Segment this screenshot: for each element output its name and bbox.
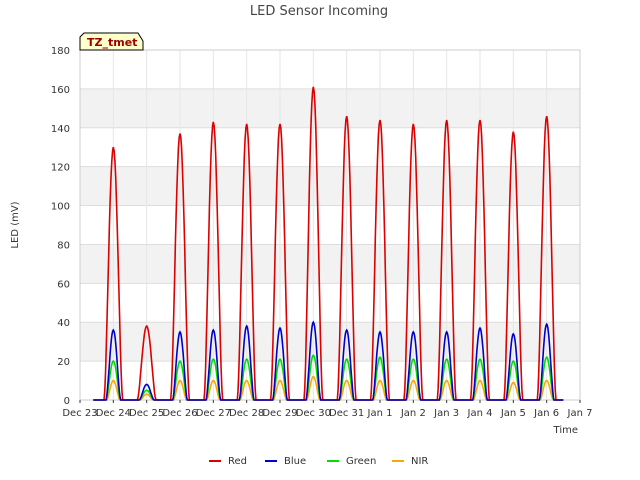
x-tick-label: Dec 30 — [296, 408, 331, 419]
y-axis-ticks: 0 20 40 60 80 100 120 140 160 180 — [51, 46, 70, 407]
x-tick-label: Dec 25 — [129, 408, 164, 419]
series-lines — [93, 86, 564, 401]
y-tick-label: 40 — [57, 318, 70, 329]
legend-label-red: Red — [228, 456, 247, 467]
tz-badge-label: TZ_tmet — [87, 36, 137, 49]
legend: Red Blue Green NIR — [209, 456, 428, 467]
legend-label-blue: Blue — [284, 456, 306, 467]
x-tick-label: Dec 28 — [229, 408, 264, 419]
x-tick-label: Jan 2 — [400, 408, 426, 419]
y-tick-label: 0 — [64, 396, 70, 407]
x-tick-label: Dec 31 — [329, 408, 364, 419]
chart-title: LED Sensor Incoming — [250, 4, 388, 19]
y-tick-label: 180 — [51, 46, 70, 57]
legend-label-green: Green — [346, 456, 376, 467]
grid-band — [80, 166, 580, 206]
grid-bands — [80, 50, 580, 400]
grid-lines — [79, 49, 581, 401]
grid-band — [80, 88, 580, 128]
x-tick-label: Dec 27 — [196, 408, 231, 419]
tz-badge: TZ_tmet — [79, 32, 144, 51]
x-tick-label: Jan 3 — [433, 408, 459, 419]
y-axis-label: LED (mV) — [10, 201, 21, 248]
x-tick-label: Jan 1 — [367, 408, 393, 419]
series-line-blue — [93, 320, 564, 401]
y-tick-label: 160 — [51, 85, 70, 96]
legend-label-nir: NIR — [411, 456, 428, 467]
y-tick-label: 120 — [51, 163, 70, 174]
x-tick-label: Jan 4 — [467, 408, 493, 419]
x-tick-label: Jan 6 — [533, 408, 559, 419]
x-tick-label: Dec 29 — [262, 408, 297, 419]
grid-band — [80, 244, 580, 284]
grid-band — [80, 322, 580, 362]
x-tick-label: Dec 24 — [96, 408, 131, 419]
x-axis-label: Time — [553, 425, 578, 436]
y-tick-label: 140 — [51, 124, 70, 135]
y-tick-label: 100 — [51, 202, 70, 213]
x-tick-label: Jan 7 — [567, 408, 593, 419]
y-tick-label: 60 — [57, 279, 70, 290]
y-tick-label: 80 — [57, 240, 70, 251]
x-tick-label: Dec 23 — [62, 408, 97, 419]
y-tick-label: 20 — [57, 357, 70, 368]
x-tick-label: Jan 5 — [500, 408, 526, 419]
x-tick-label: Dec 26 — [162, 408, 197, 419]
